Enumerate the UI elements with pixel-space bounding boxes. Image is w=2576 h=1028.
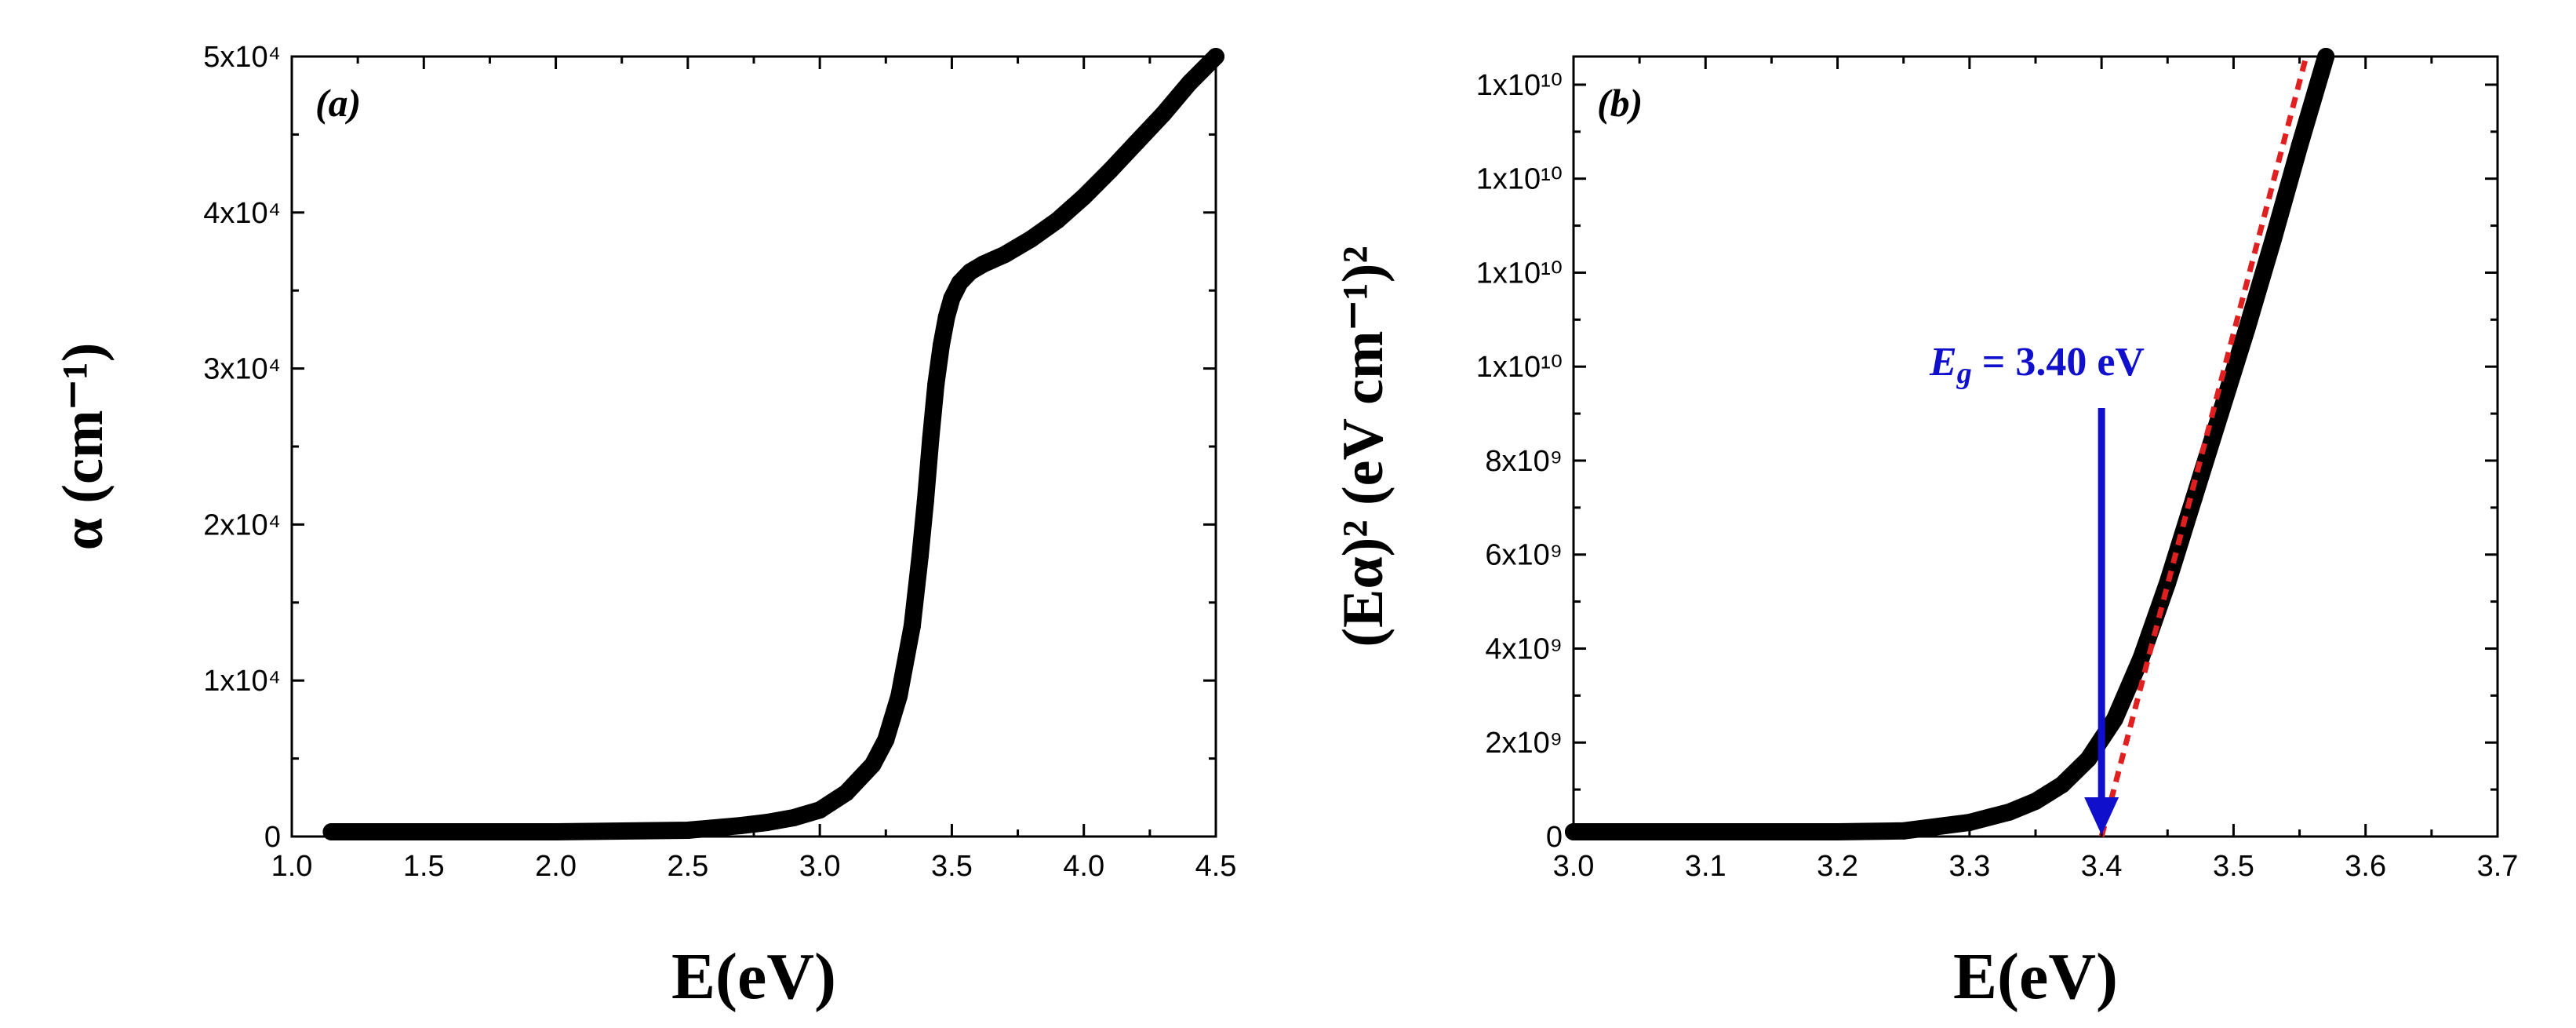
- y-tick-label: 5x10⁴: [203, 41, 281, 74]
- data-point: [1075, 188, 1093, 206]
- data-point: [927, 375, 944, 392]
- panel-b: 3.0 3.1 3.2 3.3 3.4 3.5 3.6 3.7 0 2x10⁹ 4x10⁹ 6x10…: [1331, 48, 2518, 1013]
- panel-label: (a): [315, 81, 361, 125]
- data-point: [759, 814, 776, 831]
- data-point: [890, 687, 908, 705]
- x-axis-label: E(eV): [1953, 940, 2118, 1013]
- y-tick-label: 4x10⁹: [1485, 632, 1563, 665]
- data-point: [996, 246, 1013, 263]
- linear-fit-line: [2101, 57, 2306, 837]
- arrow-head: [2084, 797, 2119, 835]
- band-gap-annotation: Eg = 3.40 eV: [1929, 340, 2145, 835]
- data-point: [917, 493, 934, 510]
- data-point: [2238, 320, 2255, 337]
- x-axis-label: E(eV): [671, 940, 836, 1013]
- x-tick-label: 1.5: [403, 850, 445, 883]
- y-tick-label: 2x10⁴: [203, 509, 281, 541]
- y-axis-label: (Eα)² (eV cm⁻¹)²: [1331, 246, 1395, 647]
- y-tick-label: 2x10⁹: [1485, 727, 1563, 760]
- y-tick-label: 1x10¹⁰: [1476, 351, 1563, 384]
- x-tick-label: 3.6: [2345, 850, 2386, 883]
- data-point: [933, 337, 950, 354]
- x-tick-label: 3.3: [1948, 850, 1990, 883]
- x-tick-label: 4.0: [1063, 850, 1104, 883]
- y-tick-label: 1x10¹⁰: [1476, 69, 1563, 102]
- x-tick-label: 3.1: [1685, 850, 1726, 883]
- y-tick-label: 1x10¹⁰: [1476, 163, 1563, 196]
- x-tick-label: 4.5: [1195, 850, 1237, 883]
- x-tick-label: 3.0: [1553, 850, 1595, 883]
- y-tick-label: 3x10⁴: [203, 353, 281, 386]
- x-tick-label: 3.7: [2477, 850, 2519, 883]
- data-point: [938, 308, 955, 326]
- x-axis-ticks: 3.0 3.1 3.2 3.3 3.4 3.5 3.6 3.7: [1553, 57, 2519, 883]
- x-tick-label: 3.4: [2081, 850, 2123, 883]
- data-point: [2079, 750, 2097, 767]
- x-tick-label: 3.2: [1817, 850, 1858, 883]
- x-tick-label: 2.0: [535, 850, 577, 883]
- data-point: [2265, 231, 2282, 249]
- data-series: [1565, 48, 2334, 840]
- data-point: [904, 618, 921, 635]
- x-tick-label: 3.0: [799, 850, 841, 883]
- data-point: [1022, 231, 1039, 248]
- data-point: [322, 823, 340, 840]
- data-point: [2106, 710, 2123, 727]
- y-tick-label: 0: [264, 821, 281, 854]
- panel-a: 1.0 1.5 2.0 2.5 3.0 3.5 4.0 4.5 0 1x10⁴ 2x10⁴ 3x10…: [51, 41, 1236, 1013]
- x-tick-label: 3.5: [2213, 850, 2254, 883]
- data-point: [1101, 162, 1119, 179]
- y-tick-label: 1x10⁴: [203, 665, 281, 698]
- data-point: [784, 809, 802, 826]
- y-axis-ticks: 0 2x10⁹ 4x10⁹ 6x10⁹ 8x10⁹ 1x10¹⁰ 1x10¹⁰ 1x10¹⁰ 1…: [1476, 69, 2498, 854]
- y-tick-label: 8x10⁹: [1485, 445, 1563, 478]
- data-point: [2000, 804, 2018, 821]
- plot-frame: [292, 57, 1216, 837]
- data-point: [1155, 106, 1172, 123]
- data-series: [322, 48, 1224, 840]
- y-axis-label: α (cm⁻¹): [51, 343, 115, 551]
- data-point: [811, 801, 828, 818]
- data-curve: [332, 57, 1217, 832]
- data-point: [2317, 48, 2334, 65]
- data-point: [864, 756, 881, 774]
- data-point: [943, 290, 960, 307]
- data-point: [1128, 133, 1145, 151]
- data-curve: [1574, 57, 2326, 832]
- data-point: [2027, 793, 2044, 810]
- data-point: [877, 731, 894, 749]
- data-point: [1181, 75, 1198, 92]
- x-tick-label: 1.0: [271, 850, 313, 883]
- y-axis-ticks: 0 1x10⁴ 2x10⁴ 3x10⁴ 4x10⁴ 5x10⁴: [203, 41, 1216, 854]
- data-point: [2054, 776, 2071, 793]
- x-tick-label: 2.5: [667, 850, 708, 883]
- data-point: [732, 817, 749, 834]
- y-tick-label: 6x10⁹: [1485, 539, 1563, 572]
- y-tick-label: 1x10¹⁰: [1476, 257, 1563, 290]
- data-point: [975, 255, 992, 272]
- data-point: [1049, 212, 1066, 229]
- data-point: [922, 430, 940, 447]
- data-point: [838, 784, 855, 801]
- y-tick-label: 0: [1546, 821, 1563, 854]
- x-tick-label: 3.5: [931, 850, 973, 883]
- panel-label: (b): [1597, 81, 1643, 125]
- band-gap-label: Eg = 3.40 eV: [1929, 340, 2145, 390]
- y-tick-label: 4x10⁴: [203, 197, 281, 230]
- data-point: [911, 547, 929, 564]
- data-point: [2291, 137, 2309, 155]
- plot-frame: [1574, 57, 2498, 837]
